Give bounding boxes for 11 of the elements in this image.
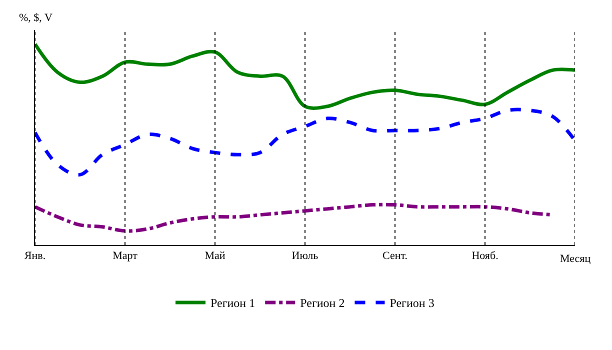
x-tick-label: Май xyxy=(204,250,226,262)
legend-label: Регион 2 xyxy=(300,296,345,310)
x-tick-label: Нояб. xyxy=(472,250,499,262)
legend-label: Регион 1 xyxy=(210,296,256,310)
x-tick-label: Июль xyxy=(292,250,318,262)
x-tick-label: Сент. xyxy=(382,250,408,262)
x-axis-title: Месяц xyxy=(560,253,591,265)
x-tick-label: Март xyxy=(112,250,138,262)
y-axis-title: %, $, V xyxy=(19,12,52,24)
x-tick-label: Янв. xyxy=(24,250,46,262)
legend-label: Регион 3 xyxy=(390,296,434,310)
